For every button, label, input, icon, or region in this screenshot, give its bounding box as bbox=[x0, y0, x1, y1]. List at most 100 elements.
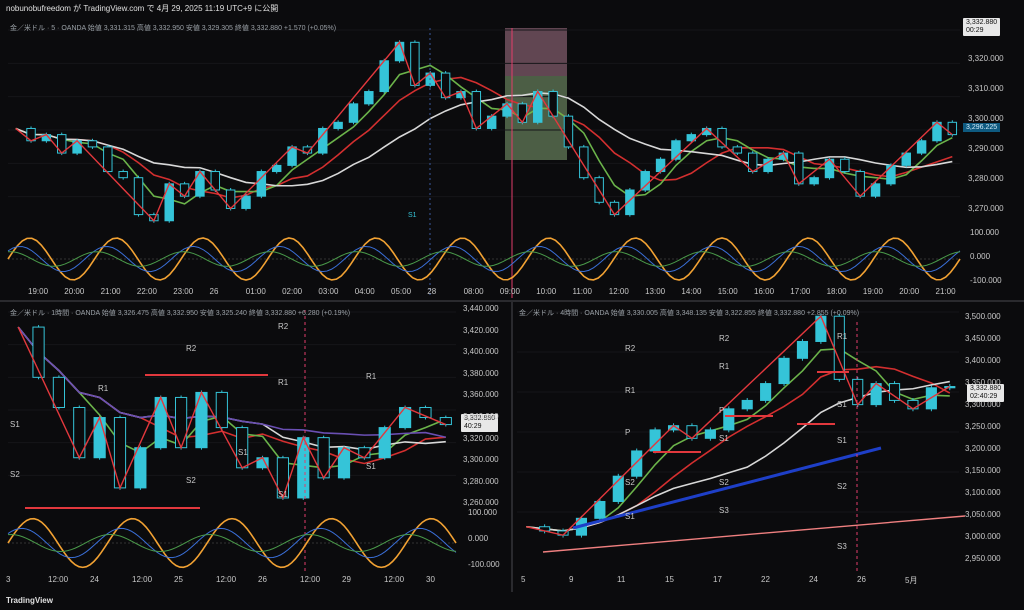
panels-left-y_ticks-tick: 3,420.000 bbox=[463, 325, 499, 335]
panels-right-x_ticks-tick: 22 bbox=[761, 575, 770, 584]
candle-body bbox=[52, 376, 66, 408]
panels-right-pivots-tick: S1 bbox=[719, 434, 729, 443]
panels-top-x_ticks-tick: 21:00 bbox=[935, 287, 956, 296]
panels-top-x_ticks-tick: 15:00 bbox=[717, 287, 738, 296]
panels-top-x_ticks-tick: 28 bbox=[427, 287, 437, 296]
candle-body bbox=[174, 396, 188, 449]
left-price-tag: 3,332.880 40:29 bbox=[461, 414, 499, 432]
oscillator-line bbox=[7, 251, 961, 267]
panels-top-x_ticks-tick: 03:00 bbox=[318, 287, 339, 296]
candle-body bbox=[271, 164, 282, 173]
candle-body bbox=[32, 326, 45, 378]
panels-top-x_ticks-tick: 23:00 bbox=[173, 287, 194, 296]
trend-ma-line bbox=[572, 446, 882, 530]
panels-left-x_ticks-tick: 12:00 bbox=[48, 575, 69, 584]
panels-left-y_ticks-tick: 3,360.000 bbox=[463, 390, 499, 400]
top-chart-svg bbox=[7, 28, 961, 298]
candle-body bbox=[134, 447, 147, 489]
panels-top-x_ticks-tick: 19:00 bbox=[862, 287, 883, 296]
candle-body bbox=[256, 171, 267, 197]
panels-right-pivots-tick: S3 bbox=[719, 506, 729, 515]
candle-body bbox=[631, 450, 643, 477]
panels-left-y_ticks-tick: 3,400.000 bbox=[463, 347, 499, 357]
panels-right-y_ticks-tick: 3,400.000 bbox=[965, 356, 1001, 365]
oscillator-line bbox=[7, 245, 961, 273]
candle-body bbox=[723, 408, 735, 431]
tradingview-logo[interactable]: TradingView bbox=[6, 596, 53, 605]
candle-body bbox=[133, 177, 144, 216]
zigzag-line bbox=[526, 315, 951, 536]
panels-left-osc_ticks-tick: 0.000 bbox=[468, 534, 489, 543]
candle-body bbox=[704, 429, 716, 439]
panels-top-osc_ticks-tick: 100.000 bbox=[970, 228, 999, 237]
moving-average-line bbox=[526, 348, 950, 532]
candle-body bbox=[612, 475, 624, 502]
candle-body bbox=[215, 391, 228, 429]
panels-left-pivots-tick: R1 bbox=[98, 384, 109, 393]
candle-body bbox=[870, 183, 881, 197]
panels-top-x_ticks-tick: 10:00 bbox=[536, 287, 557, 296]
panels-left-y_ticks-tick: 3,320.000 bbox=[463, 433, 499, 443]
left-chart-panel[interactable]: 金／米ドル · 1時間 · OANDA 始値 3,326.475 高値 3,33… bbox=[0, 302, 511, 592]
panels-top-x_ticks-tick: 20:00 bbox=[899, 287, 920, 296]
top-level-label: S1 bbox=[408, 212, 417, 219]
left-price-value: 3,332.880 bbox=[464, 415, 496, 422]
candle-body bbox=[778, 357, 790, 385]
panels-top-x_ticks-tick: 17:00 bbox=[790, 287, 811, 296]
candle-body bbox=[378, 427, 391, 459]
publish-header: nobunobufreedom が TradingView.com で 4月 2… bbox=[0, 0, 1024, 18]
panels-right-x_ticks-tick: 17 bbox=[713, 575, 722, 584]
panels-right-pivots-tick: R1 bbox=[625, 386, 636, 395]
panels-top-y_ticks-tick: 3,290.000 bbox=[968, 144, 1004, 153]
panels-left-x_ticks-tick: 12:00 bbox=[384, 575, 405, 584]
panels-left-x_ticks-tick: 3 bbox=[6, 575, 11, 584]
panels-right-pivots-tick: R1 bbox=[719, 362, 730, 371]
panels-top-osc_ticks-tick: -100.000 bbox=[970, 276, 1002, 285]
candle-body bbox=[87, 140, 98, 148]
candle-body bbox=[118, 171, 128, 179]
panels-top-x_ticks-tick: 19:00 bbox=[28, 287, 49, 296]
panels-top-x_ticks-tick: 21:00 bbox=[100, 287, 121, 296]
panels-right-y_ticks-tick: 3,100.000 bbox=[965, 488, 1001, 497]
top-chart-panel[interactable]: 金／米ドル · 5 · OANDA 始値 3,331.315 高値 3,332.… bbox=[0, 18, 1024, 300]
candle-body bbox=[809, 177, 819, 185]
footer-bar: TradingView bbox=[0, 592, 1024, 610]
panels-left-y_ticks-tick: 3,340.000 bbox=[463, 412, 499, 421]
right-chart-panel[interactable]: 金／米ドル · 4時間 · OANDA 始値 3,330.005 高値 3,34… bbox=[513, 302, 1024, 592]
right-chart-svg bbox=[517, 311, 966, 574]
panels-left-x_ticks-tick: 24 bbox=[90, 575, 99, 584]
panels-top-x_ticks-tick: 02:00 bbox=[282, 287, 303, 296]
candle-body bbox=[348, 103, 359, 123]
candle-body bbox=[579, 146, 589, 179]
panels-left-y_ticks-tick: 3,440.000 bbox=[463, 304, 499, 313]
panels-right-pivots-tick: S2 bbox=[625, 478, 635, 487]
candle-body bbox=[686, 134, 697, 142]
panels-top-osc_ticks-tick: 0.000 bbox=[970, 252, 991, 261]
panels-top-x_ticks-tick: 26 bbox=[209, 287, 219, 296]
panels-left-x_ticks-tick: 26 bbox=[258, 575, 267, 584]
panels-right-pivots-tick: R2 bbox=[719, 334, 730, 343]
panels-right-pivots-tick: S1 bbox=[625, 512, 635, 521]
moving-average-line bbox=[15, 92, 953, 187]
panels-right-y_ticks-tick: 3,150.000 bbox=[965, 466, 1001, 475]
panels-top-y_ticks-tick: 3,300.000 bbox=[968, 114, 1004, 123]
panels-right-y_ticks-tick: 3,500.000 bbox=[965, 312, 1001, 321]
candle-body bbox=[398, 406, 412, 429]
panels-left-x_ticks-tick: 12:00 bbox=[300, 575, 321, 584]
panels-left-x_ticks-tick: 29 bbox=[342, 575, 351, 584]
panels-top-y_ticks-tick: 3,310.000 bbox=[968, 84, 1004, 93]
candle-body bbox=[113, 417, 127, 489]
panels-top-x_ticks-tick: 20:00 bbox=[64, 287, 85, 296]
candle-body bbox=[732, 146, 743, 154]
candle-body bbox=[901, 152, 911, 166]
panels-right-y_ticks-tick: 3,300.000 bbox=[965, 400, 1001, 409]
panels-top-y_ticks-tick: 3,320.000 bbox=[968, 54, 1004, 63]
panels-top-y_ticks-tick: 3,270.000 bbox=[968, 204, 1004, 213]
oscillator-line bbox=[7, 517, 457, 569]
candle-body bbox=[337, 447, 351, 479]
panels-right-y_ticks-tick: 3,450.000 bbox=[965, 334, 1001, 343]
panels-top-y_ticks-tick: 3,280.000 bbox=[968, 174, 1004, 183]
candle-body bbox=[364, 91, 374, 105]
panels-right-pivots-tick: S2 bbox=[719, 478, 729, 487]
candle-body bbox=[439, 417, 452, 426]
